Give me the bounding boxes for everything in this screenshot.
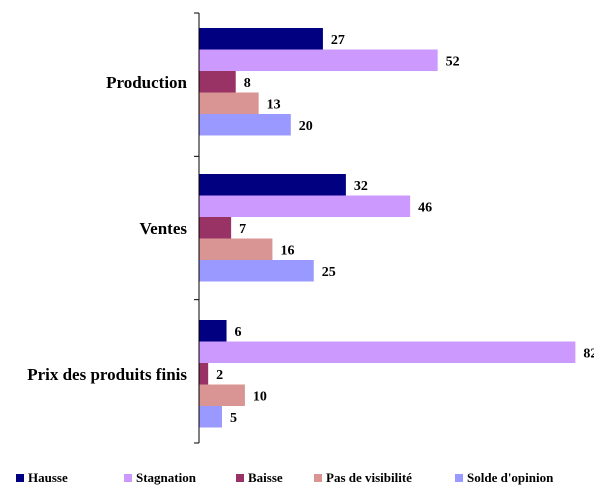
value-label-prix-des-produits-finis-solde-d-opinion: 5	[230, 411, 237, 426]
bar-production-solde-d-opinion	[199, 114, 291, 136]
legend-swatch-hausse	[16, 474, 24, 482]
category-axis: Production Ventes Prix des produits finis	[27, 12, 200, 444]
category-label-production: Production	[106, 73, 187, 92]
value-label-ventes-hausse: 32	[354, 179, 368, 194]
legend-label-baisse: Baisse	[248, 470, 283, 485]
value-label-production-pas-de-visibilite: 13	[267, 97, 281, 112]
value-label-prix-des-produits-finis-baisse: 2	[216, 368, 223, 383]
value-label-prix-des-produits-finis-stagnation: 82	[583, 346, 594, 361]
value-label-ventes-baisse: 7	[239, 222, 246, 237]
legend-label-pas-de-visibilite: Pas de visibilité	[326, 470, 412, 485]
legend-label-stagnation: Stagnation	[136, 470, 197, 485]
bar-prix-des-produits-finis-baisse	[199, 363, 209, 385]
bar-production-pas-de-visibilite	[199, 92, 259, 114]
value-label-ventes-stagnation: 46	[418, 200, 432, 215]
bar-prix-des-produits-finis-stagnation	[199, 341, 576, 363]
value-label-ventes-solde-d-opinion: 25	[322, 265, 336, 280]
legend-label-hausse: Hausse	[28, 470, 68, 485]
bar-ventes-solde-d-opinion	[199, 260, 314, 282]
legend-swatch-solde-d-opinion	[455, 474, 463, 482]
bar-production-hausse	[199, 28, 323, 50]
bar-ventes-baisse	[199, 217, 232, 239]
value-label-production-solde-d-opinion: 20	[299, 119, 313, 134]
legend-swatch-stagnation	[124, 474, 132, 482]
bar-production-stagnation	[199, 49, 438, 71]
category-label-prix-des-produits-finis: Prix des produits finis	[27, 365, 187, 384]
bar-ventes-pas-de-visibilite	[199, 238, 273, 260]
bar-prix-des-produits-finis-solde-d-opinion	[199, 406, 222, 428]
legend-swatch-pas-de-visibilite	[314, 474, 322, 482]
bars-group	[199, 28, 576, 428]
bar-production-baisse	[199, 71, 236, 93]
legend-label-solde-d-opinion: Solde d'opinion	[467, 470, 554, 485]
value-label-production-baisse: 8	[244, 76, 251, 91]
category-label-ventes: Ventes	[139, 219, 187, 238]
value-label-production-stagnation: 52	[446, 54, 460, 69]
bar-prix-des-produits-finis-pas-de-visibilite	[199, 384, 245, 406]
bar-ventes-stagnation	[199, 195, 411, 217]
value-labels-group: 27 52 8 13 20 32 46 7 16 25 6 82 2 10 5	[216, 33, 594, 426]
bar-ventes-hausse	[199, 174, 346, 196]
value-label-production-hausse: 27	[331, 33, 345, 48]
bar-prix-des-produits-finis-hausse	[199, 320, 227, 342]
legend: Hausse Stagnation Baisse Pas de visibilité S…	[16, 470, 554, 485]
value-label-prix-des-produits-finis-hausse: 6	[235, 325, 242, 340]
value-label-prix-des-produits-finis-pas-de-visibilite: 10	[253, 389, 267, 404]
value-label-ventes-pas-de-visibilite: 16	[280, 243, 294, 258]
legend-swatch-baisse	[236, 474, 244, 482]
